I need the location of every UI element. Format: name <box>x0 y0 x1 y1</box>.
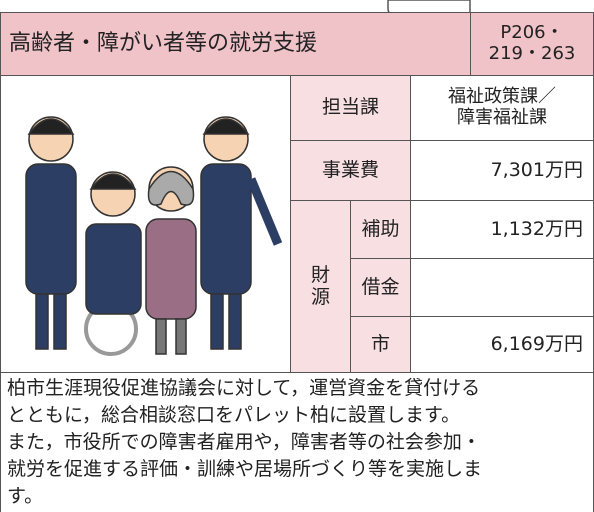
value: 7,301万円 <box>410 140 594 201</box>
line: 源 <box>310 285 330 308</box>
pages: P206・ 219・263 <box>470 12 594 76</box>
illustration-cell <box>0 75 292 373</box>
line: 福祉政策課／ <box>448 86 556 108</box>
line: 障害福祉課 <box>457 107 547 128</box>
value: 1,132万円 <box>410 200 594 259</box>
description: 柏市生涯現役促進協議会に対して，運営資金を貸付ける とともに，総合相談窓口をパレ… <box>0 372 594 512</box>
value: 6,169万円 <box>410 316 594 373</box>
line: 就労を促進する評価・訓練や居場所づくり等を実施しま <box>7 458 483 480</box>
label: 借金 <box>350 258 411 317</box>
line: また，市役所での障害者雇用や，障害者等の社会参加・ <box>7 431 481 453</box>
label: 市 <box>350 316 411 373</box>
label: 補助 <box>350 200 411 259</box>
line: す。 <box>7 485 44 507</box>
value: 福祉政策課／ 障害福祉課 <box>410 75 594 141</box>
page-ref: 219・263 <box>488 43 576 64</box>
label: 財源 <box>290 200 351 373</box>
title: 高齢者・障がい者等の就労支援 <box>0 12 471 76</box>
illustration <box>25 116 283 356</box>
line: とともに，総合相談窓口をパレット柏に設置します。 <box>7 404 461 426</box>
value <box>410 258 594 317</box>
page-ref: P206・ <box>500 22 564 44</box>
line: 財 <box>310 263 330 286</box>
line: 柏市生涯現役促進協議会に対して，運営資金を貸付ける <box>7 377 481 399</box>
label: 事業費 <box>290 140 411 201</box>
label: 担当課 <box>290 75 411 141</box>
